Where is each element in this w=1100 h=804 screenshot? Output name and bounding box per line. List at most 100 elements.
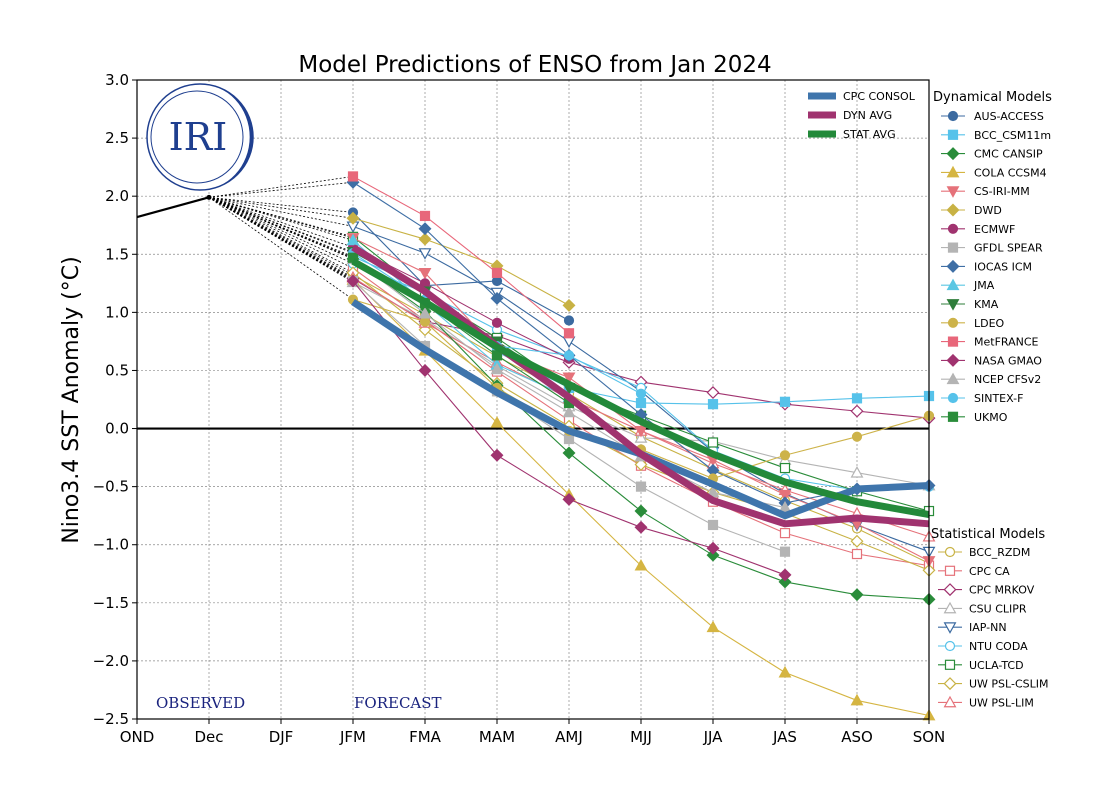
legend-marker-ecmwf — [947, 223, 959, 234]
legend-marker-bcc-rzdm — [944, 546, 956, 558]
observed-connector-uw-psl-lim — [208, 196, 354, 278]
point-cs-iri-mm — [418, 267, 432, 280]
point-cola-ccsm4 — [778, 665, 792, 678]
x-tick-label: JFM — [339, 728, 366, 746]
observed-connector-metfrance — [208, 176, 354, 198]
point-nasa-gmao — [634, 520, 648, 534]
x-tick-label: JJA — [703, 728, 724, 746]
series-uw-psl-cslim — [346, 266, 936, 577]
observed-connector-ldeo — [208, 197, 354, 300]
point-gfdl-spear — [707, 519, 719, 531]
legend-marker-cs-iri-mm — [946, 186, 960, 198]
legend-marker-csu-clipr — [943, 601, 957, 614]
point-cmc-cansip — [634, 504, 648, 518]
x-tick-label: Dec — [194, 728, 223, 746]
x-tick-label: ASO — [841, 728, 873, 746]
point-cs-iri-mm — [562, 372, 576, 385]
legend-label-cpc-mrkov: CPC MRKOV — [969, 584, 1035, 597]
point-nasa-gmao — [778, 568, 792, 582]
point-dwd — [562, 298, 576, 312]
legend-label-cpc-ca: CPC CA — [969, 565, 1010, 578]
observed-connector-iocas-icm — [208, 181, 354, 198]
legend-marker-iap-nn — [943, 622, 957, 634]
point-bcc-csm11m — [779, 396, 791, 407]
point-nasa-gmao — [418, 363, 432, 377]
observed-connector-dwd — [208, 196, 354, 219]
point-cpc-ca — [779, 528, 791, 539]
legend-label-jma: JMA — [973, 279, 995, 292]
point-nasa-gmao — [706, 541, 720, 555]
point-csu-clipr — [850, 466, 864, 478]
observed-connector-jma — [208, 196, 354, 241]
legend-marker-cmc-cansip — [946, 147, 960, 161]
y-tick-label: 1.5 — [105, 245, 129, 263]
consensus-lines-layer — [351, 244, 930, 528]
series-dwd — [346, 211, 576, 312]
legend-label-metfrance: MetFRANCE — [974, 336, 1039, 349]
point-cmc-cansip — [778, 575, 792, 589]
legend-marker-bcc-csm11m — [947, 129, 959, 140]
point-iocas-icm — [418, 222, 432, 236]
point-ldeo — [851, 431, 863, 442]
series-line-dwd — [352, 217, 570, 306]
legend-label-kma: KMA — [974, 298, 999, 311]
point-cmc-cansip — [562, 446, 576, 460]
legend-marker-ncep-cfsv2 — [946, 372, 960, 385]
legend-marker-cpc-mrkov — [943, 583, 957, 597]
legend-label-nasa-gmao: NASA GMAO — [974, 354, 1042, 367]
legend-label-bcc-csm11m: BCC_CSM11m — [974, 129, 1051, 142]
legend-label-iap-nn: IAP-NN — [969, 621, 1007, 634]
y-axis-label: Nino3.4 SST Anomaly (°C) — [59, 256, 84, 543]
point-uw-psl-cslim — [634, 458, 648, 472]
legend-label-bcc-rzdm: BCC_RZDM — [969, 546, 1030, 559]
legend-label-cola-ccsm4: COLA CCSM4 — [974, 166, 1047, 179]
legend-label-ntu-coda: NTU CODA — [969, 640, 1028, 653]
observed-connector-ecmwf — [208, 196, 354, 248]
observed-connector-sintex-f — [208, 196, 354, 254]
point-ldeo — [779, 450, 791, 461]
observed-layer — [136, 176, 354, 300]
model-lines-layer — [346, 171, 936, 721]
x-tick-label: FMA — [409, 728, 442, 746]
legend-marker-ukmo — [947, 411, 959, 422]
point-metfrance — [419, 210, 431, 222]
point-ncep-cfsv2 — [418, 306, 432, 319]
x-tick-label: MJJ — [630, 728, 652, 746]
legend-label-stat-avg: STAT AVG — [843, 128, 896, 141]
point-gfdl-spear — [779, 546, 791, 557]
legend-label-ncep-cfsv2: NCEP CFSv2 — [974, 373, 1041, 386]
y-tick-label: −1.0 — [93, 536, 129, 554]
y-tick-label: −1.5 — [93, 594, 129, 612]
point-metfrance — [347, 171, 359, 182]
y-tick-label: −2.5 — [93, 710, 129, 728]
point-cmc-cansip — [706, 548, 720, 562]
point-bcc-csm11m — [707, 399, 719, 410]
legend-marker-ldeo — [947, 317, 959, 328]
legend-title-statistical: Statistical Models — [931, 527, 1045, 542]
consensus-line-stat-avg — [351, 258, 930, 518]
observed-line — [136, 196, 210, 219]
point-dwd — [346, 211, 360, 225]
series-line-aus-access — [352, 212, 570, 321]
point-aus-access — [563, 315, 575, 326]
x-tick-label: MAM — [479, 728, 515, 746]
x-tick-label: AMJ — [555, 728, 583, 746]
legend-label-dwd: DWD — [974, 204, 1002, 217]
grid-layer — [137, 80, 929, 719]
legend-label-cs-iri-mm: CS-IRI-MM — [974, 185, 1030, 198]
series-nasa-gmao — [346, 274, 792, 582]
legend-label-cmc-cansip: CMC CANSIP — [974, 148, 1043, 161]
legend-label-uw-psl-cslim: UW PSL-CSLIM — [969, 678, 1048, 691]
legend-label-ukmo: UKMO — [974, 411, 1008, 424]
point-nasa-gmao — [562, 492, 576, 506]
x-tick-label: JAS — [772, 728, 797, 746]
observed-connector-uw-psl-cslim — [208, 196, 354, 274]
legend-title-dynamical: Dynamical Models — [933, 90, 1052, 105]
y-tick-label: 2.5 — [105, 129, 129, 147]
observed-connector-ucla-tcd — [208, 196, 354, 238]
y-tick-label: 0.0 — [105, 420, 129, 438]
legend-marker-ucla-tcd — [944, 659, 956, 670]
point-ldeo — [419, 316, 431, 327]
axes-layer: OND Dec DJF JFM FMA MAM AMJ MJJ JJA JAS ASO SON −2.5… — [93, 71, 946, 746]
